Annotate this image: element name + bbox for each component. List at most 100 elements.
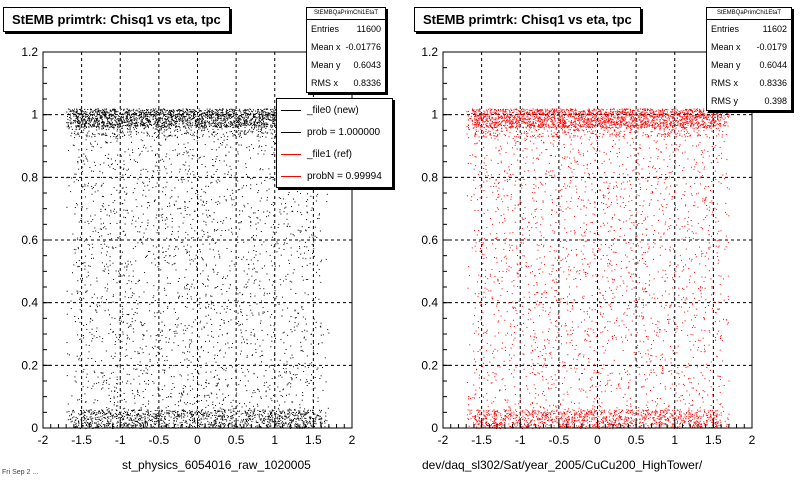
data-point xyxy=(188,132,189,134)
data-point xyxy=(135,199,137,201)
data-point xyxy=(91,185,93,187)
data-point xyxy=(195,411,197,413)
data-point xyxy=(108,423,110,425)
data-point xyxy=(128,325,130,327)
data-point xyxy=(164,219,166,221)
data-point xyxy=(203,125,205,127)
data-point xyxy=(122,251,123,253)
data-point xyxy=(75,134,77,136)
data-point xyxy=(303,413,305,415)
data-point xyxy=(180,118,182,120)
data-point xyxy=(107,416,109,418)
data-point xyxy=(189,385,191,387)
data-point xyxy=(190,129,192,131)
data-point xyxy=(160,117,162,119)
data-point xyxy=(103,128,104,129)
data-point xyxy=(82,335,84,336)
data-point xyxy=(317,367,319,369)
data-point xyxy=(150,123,152,125)
data-point xyxy=(245,119,247,121)
data-point xyxy=(208,209,210,211)
data-point xyxy=(167,412,169,414)
data-point xyxy=(75,426,77,428)
data-point xyxy=(181,409,183,411)
data-point xyxy=(224,121,226,123)
data-point xyxy=(183,112,185,114)
data-point xyxy=(215,134,217,136)
data-point xyxy=(166,237,168,239)
data-point xyxy=(139,415,141,417)
data-point xyxy=(177,317,179,319)
data-point xyxy=(179,112,180,114)
data-point xyxy=(165,228,166,230)
data-point xyxy=(319,417,321,419)
data-point xyxy=(123,109,125,111)
data-point xyxy=(153,123,155,125)
data-point xyxy=(248,423,249,425)
data-point xyxy=(133,423,135,425)
data-point xyxy=(227,112,229,114)
data-point xyxy=(147,412,149,414)
data-point xyxy=(250,157,251,159)
data-point xyxy=(191,259,193,261)
data-point xyxy=(244,130,246,132)
data-point xyxy=(244,109,246,111)
data-point xyxy=(262,169,264,171)
data-point xyxy=(78,129,80,130)
data-point xyxy=(239,214,241,216)
data-point xyxy=(178,414,180,416)
data-point xyxy=(100,425,102,427)
data-point xyxy=(274,116,276,118)
data-point xyxy=(183,116,185,118)
data-point xyxy=(274,115,276,117)
data-point xyxy=(220,367,222,368)
data-point xyxy=(156,416,158,418)
data-point xyxy=(247,281,249,283)
data-point xyxy=(255,420,257,422)
data-point xyxy=(205,285,207,287)
data-point xyxy=(142,124,144,126)
data-point xyxy=(263,418,265,420)
data-point xyxy=(195,121,197,123)
data-point xyxy=(262,110,264,112)
data-point xyxy=(120,255,122,257)
data-point xyxy=(183,111,185,113)
data-point xyxy=(268,416,270,418)
data-point xyxy=(231,346,233,348)
data-point xyxy=(140,111,142,113)
data-point xyxy=(102,127,104,129)
data-point xyxy=(126,115,127,117)
data-point xyxy=(88,130,90,132)
data-point xyxy=(183,391,185,393)
data-point xyxy=(152,413,154,415)
data-point xyxy=(106,111,108,113)
data-point xyxy=(143,114,145,116)
data-point xyxy=(231,116,233,118)
data-point xyxy=(290,412,292,414)
data-point xyxy=(149,418,150,420)
data-point xyxy=(279,423,281,425)
data-point xyxy=(311,364,312,366)
data-point xyxy=(273,111,275,113)
data-point xyxy=(169,109,170,111)
data-point xyxy=(127,114,128,116)
data-point xyxy=(221,415,223,417)
data-point xyxy=(156,110,158,112)
data-point xyxy=(147,184,149,186)
data-point xyxy=(262,126,264,128)
data-point xyxy=(249,418,251,420)
data-point xyxy=(130,288,132,290)
data-point xyxy=(145,345,147,347)
data-point xyxy=(262,119,264,120)
data-point xyxy=(138,118,140,120)
data-point xyxy=(204,128,206,130)
data-point xyxy=(74,131,76,133)
data-point xyxy=(90,221,92,223)
data-point xyxy=(309,421,311,423)
data-point xyxy=(156,182,158,184)
data-point xyxy=(73,112,75,114)
data-point xyxy=(203,412,205,414)
data-point xyxy=(205,382,207,384)
data-point xyxy=(174,335,176,337)
data-point xyxy=(230,251,232,253)
